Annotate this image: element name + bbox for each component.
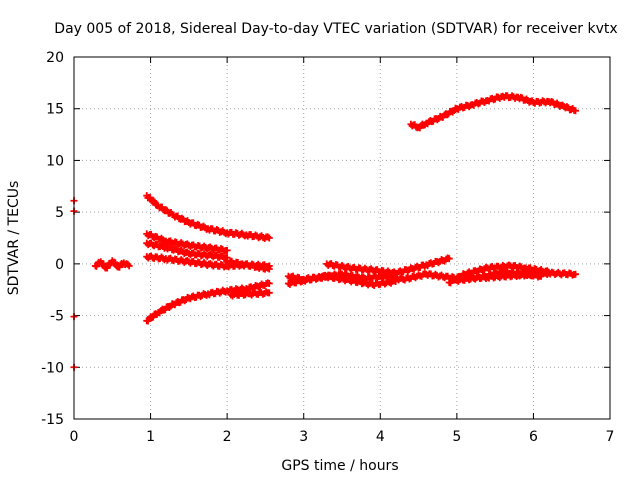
x-tick-label: 1 xyxy=(146,429,155,445)
x-axis-label: GPS time / hours xyxy=(281,458,398,474)
data-point xyxy=(543,267,551,275)
data-point xyxy=(264,289,272,297)
data-point xyxy=(444,254,452,262)
data-point xyxy=(150,197,158,205)
y-tick-label: -5 xyxy=(50,309,64,325)
data-point xyxy=(570,271,578,279)
data-point xyxy=(536,272,544,280)
y-tick-label: 0 xyxy=(55,257,64,273)
data-point xyxy=(222,246,230,254)
data-point xyxy=(264,264,272,272)
x-tick-label: 3 xyxy=(299,429,308,445)
plot-frame xyxy=(73,56,611,420)
x-tick-label: 5 xyxy=(452,429,461,445)
x-tick-label: 6 xyxy=(529,429,538,445)
y-axis-label: SDTVAR / TECUs xyxy=(6,181,22,296)
data-point xyxy=(162,206,170,214)
data-point xyxy=(165,304,173,312)
x-tick-label: 4 xyxy=(376,429,385,445)
x-tick-label: 2 xyxy=(223,429,232,445)
data-point xyxy=(124,260,132,268)
data-points xyxy=(70,92,580,371)
y-tick-label: 20 xyxy=(46,50,64,66)
data-point xyxy=(570,106,578,114)
y-tick-label: 15 xyxy=(46,102,64,118)
axis-ticks: 0 1 2 3 4 5 6 7 -15 -10 -5 0 5 10 15 20 xyxy=(41,50,614,445)
x-tick-label: 0 xyxy=(70,429,79,445)
y-tick-label: -10 xyxy=(41,360,64,376)
data-point xyxy=(264,233,272,241)
y-tick-label: -15 xyxy=(41,412,64,428)
data-point xyxy=(264,279,272,287)
data-point xyxy=(390,277,398,285)
x-tick-label: 7 xyxy=(606,429,615,445)
y-tick-label: 5 xyxy=(55,205,64,221)
y-tick-label: 10 xyxy=(46,153,64,169)
data-point xyxy=(222,254,230,262)
chart-title: Day 005 of 2018, Sidereal Day-to-day VTE… xyxy=(54,21,617,37)
